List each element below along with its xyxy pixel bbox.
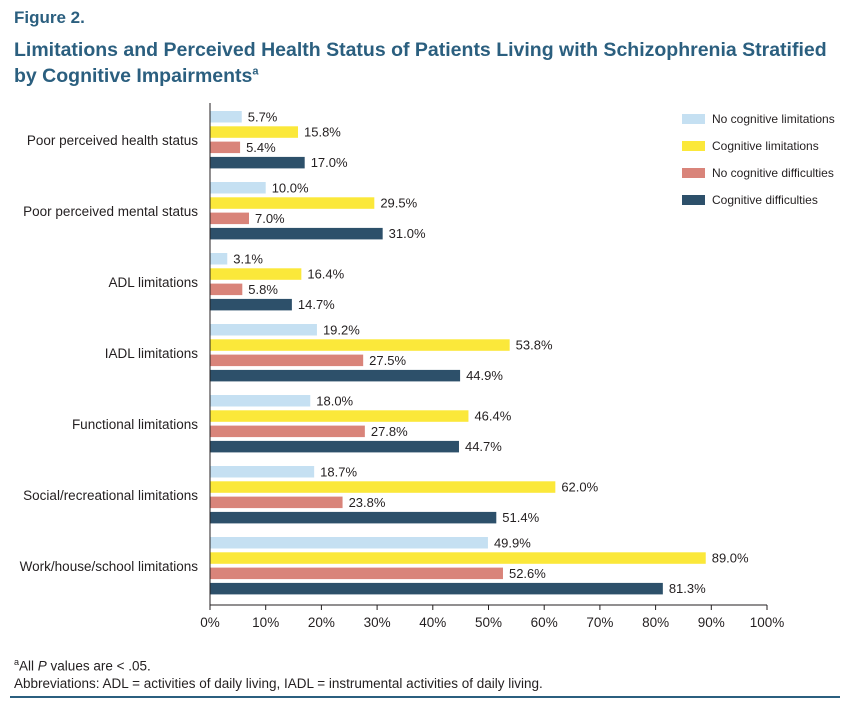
bar-4-1 (210, 324, 317, 336)
x-tick-label-10: 100% (750, 615, 785, 630)
bar-2-2 (210, 197, 375, 209)
legend-label-1: No cognitive limitations (712, 112, 835, 126)
x-tick-label-6: 60% (531, 615, 558, 630)
footnote-post: values are < .05. (46, 658, 151, 674)
bar-7-4 (210, 582, 663, 595)
legend-swatch-2 (682, 141, 705, 151)
bar-3-4 (210, 298, 292, 311)
legend-swatch-1 (682, 114, 705, 124)
data-label-5-3: 27.8% (371, 424, 408, 439)
legend-label-4: Cognitive difficulties (712, 193, 818, 207)
data-label-2-4: 31.0% (389, 226, 426, 241)
bars-layer: 5.7% 15.8% 5.4% 17.0%10.0% 29.5% 7.0% 31.0% 3.1… (210, 109, 749, 596)
footnote-italic: P (37, 658, 47, 674)
chart-title-text: Limitations and Perceived Health Status … (14, 39, 827, 87)
data-label-3-1: 3.1% (233, 251, 263, 266)
category-label-5: Functional limitations (72, 417, 198, 432)
bar-5-4 (210, 440, 459, 453)
bar-6-1 (210, 466, 315, 478)
bar-2-3 (210, 212, 249, 225)
bar-4-3 (210, 354, 364, 367)
chart-title: Limitations and Perceived Health Status … (14, 37, 844, 89)
legend-swatch-4 (682, 195, 705, 205)
bottom-rule (10, 696, 840, 698)
x-tick-label-3: 30% (364, 615, 391, 630)
data-label-1-4: 17.0% (311, 155, 348, 170)
category-label-1: Poor perceived health status (27, 133, 198, 148)
data-label-7-2: 89.0% (712, 551, 749, 566)
bar-4-4 (210, 369, 461, 382)
axes-layer: Poor perceived health status Poor perceiv… (20, 103, 785, 630)
category-label-6: Social/recreational limitations (23, 488, 198, 503)
bar-6-3 (210, 496, 343, 509)
category-label-3: ADL limitations (108, 275, 198, 290)
legend-label-2: Cognitive limitations (712, 139, 819, 153)
data-label-6-3: 23.8% (349, 495, 386, 510)
data-label-6-2: 62.0% (561, 480, 598, 495)
category-label-7: Work/house/school limitations (20, 559, 199, 574)
x-tick-label-2: 20% (308, 615, 335, 630)
x-tick-label-9: 90% (698, 615, 725, 630)
bar-1-4 (210, 156, 305, 169)
category-label-2: Poor perceived mental status (23, 204, 198, 219)
footnote: aAll P values are < .05. (14, 657, 151, 674)
x-tick-label-0: 0% (200, 615, 220, 630)
bar-7-3 (210, 567, 503, 580)
data-label-5-4: 44.7% (465, 439, 502, 454)
title-footnote-marker: a (252, 65, 259, 78)
legend-label-3: No cognitive difficulties (712, 166, 834, 180)
bar-3-1 (210, 253, 228, 265)
bar-6-2 (210, 481, 556, 493)
data-label-4-1: 19.2% (323, 322, 360, 337)
x-tick-label-1: 10% (252, 615, 279, 630)
bar-2-4 (210, 227, 383, 240)
category-label-4: IADL limitations (105, 346, 199, 361)
data-label-2-3: 7.0% (255, 211, 285, 226)
bar-6-4 (210, 511, 497, 524)
x-tick-label-7: 70% (586, 615, 613, 630)
data-label-6-4: 51.4% (502, 510, 539, 525)
data-label-4-2: 53.8% (516, 338, 553, 353)
x-tick-label-4: 40% (419, 615, 446, 630)
bar-3-3 (210, 283, 243, 296)
legend: No cognitive limitations Cognitive limita… (682, 112, 835, 207)
data-label-5-1: 18.0% (316, 393, 353, 408)
bar-1-1 (210, 111, 242, 123)
x-tick-label-5: 50% (475, 615, 502, 630)
footnote-marker: a (14, 657, 20, 667)
figure-label: Figure 2. (14, 8, 85, 27)
data-label-1-2: 15.8% (304, 125, 341, 140)
data-label-6-1: 18.7% (320, 464, 357, 479)
data-label-4-4: 44.9% (466, 368, 503, 383)
data-label-5-2: 46.4% (474, 409, 511, 424)
data-label-3-4: 14.7% (298, 297, 335, 312)
abbreviations-note: Abbreviations: ADL = activities of daily… (14, 676, 543, 691)
bar-5-2 (210, 410, 469, 422)
x-tick-label-8: 80% (642, 615, 669, 630)
bar-chart: 5.7% 15.8% 5.4% 17.0%10.0% 29.5% 7.0% 31.0% 3.1… (20, 103, 835, 630)
data-label-7-1: 49.9% (494, 535, 531, 550)
data-label-1-3: 5.4% (246, 140, 276, 155)
data-label-2-2: 29.5% (380, 196, 417, 211)
data-label-3-3: 5.8% (248, 282, 278, 297)
data-label-1-1: 5.7% (248, 109, 278, 124)
bar-3-2 (210, 268, 302, 280)
bar-1-3 (210, 141, 241, 154)
bar-5-3 (210, 425, 365, 438)
bar-2-1 (210, 182, 266, 194)
footnote-pre: All (19, 658, 38, 674)
bar-7-2 (210, 552, 706, 564)
data-label-7-3: 52.6% (509, 566, 546, 581)
data-label-7-4: 81.3% (669, 581, 706, 596)
data-label-2-1: 10.0% (272, 180, 309, 195)
data-label-4-3: 27.5% (369, 353, 406, 368)
bar-7-1 (210, 537, 488, 549)
bar-4-2 (210, 339, 510, 351)
legend-swatch-3 (682, 168, 705, 178)
bar-5-1 (210, 395, 311, 407)
bar-1-2 (210, 126, 299, 138)
data-label-3-2: 16.4% (307, 267, 344, 282)
